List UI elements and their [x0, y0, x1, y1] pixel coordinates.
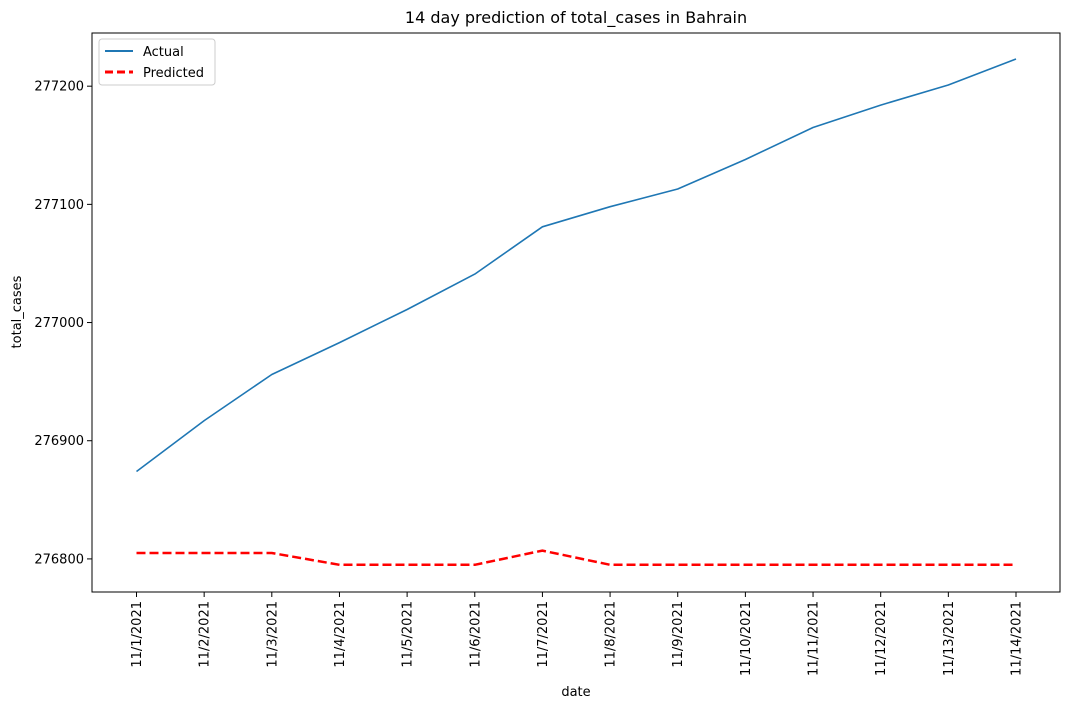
- x-axis-ticks: 11/1/2021 11/2/2021 11/3/2021 11/4/2021 11/5…: [130, 592, 1025, 676]
- legend-label-predicted: Predicted: [143, 66, 204, 81]
- x-axis-title: date: [561, 685, 590, 700]
- x-tick-label: 11/10/2021: [739, 601, 754, 676]
- x-tick-label: 11/14/2021: [1010, 601, 1025, 676]
- y-axis-title: total_cases: [10, 275, 25, 348]
- x-tick-label: 11/12/2021: [874, 601, 889, 676]
- x-tick-label: 11/5/2021: [401, 601, 416, 668]
- chart-title: 14 day prediction of total_cases in Bahr…: [405, 8, 747, 28]
- legend: Actual Predicted: [98, 38, 216, 86]
- y-tick-label: 277200: [34, 80, 84, 95]
- x-tick-label: 11/4/2021: [333, 601, 348, 668]
- x-tick-label: 11/6/2021: [468, 601, 483, 668]
- plot-area: [136, 58, 1017, 567]
- series-line-predicted: [136, 549, 1016, 567]
- x-tick-label: 11/2/2021: [198, 601, 213, 668]
- x-tick-label: 11/11/2021: [807, 601, 822, 676]
- y-tick-label: 277100: [34, 198, 84, 213]
- y-tick-label: 276900: [34, 434, 84, 449]
- series-line-actual: [136, 58, 1017, 473]
- x-tick-label: 11/3/2021: [265, 601, 280, 668]
- x-tick-label: 11/7/2021: [536, 601, 551, 668]
- y-tick-label: 276800: [34, 552, 84, 567]
- legend-label-actual: Actual: [143, 45, 184, 60]
- y-axis-ticks: 276800 276900 277000 277100 277200: [34, 80, 92, 567]
- x-tick-label: 11/9/2021: [671, 601, 686, 668]
- y-tick-label: 277000: [34, 316, 84, 331]
- x-tick-label: 11/13/2021: [942, 601, 957, 676]
- x-tick-label: 11/1/2021: [130, 601, 145, 668]
- x-tick-label: 11/8/2021: [604, 601, 619, 668]
- plot-frame: [91, 32, 1061, 593]
